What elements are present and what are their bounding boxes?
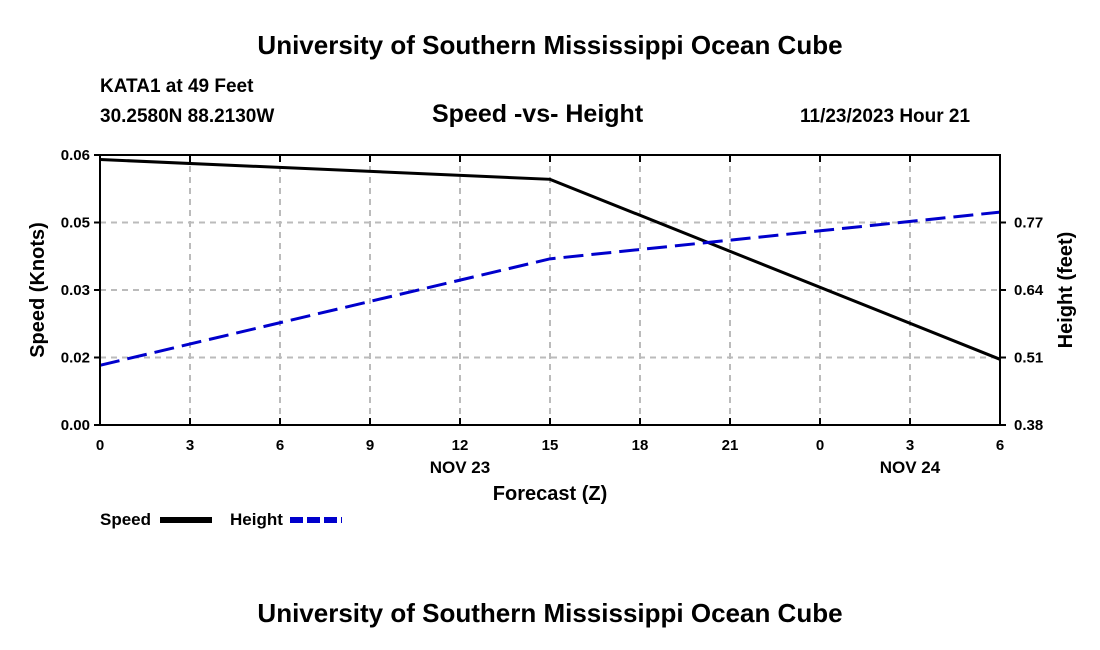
series-line-height	[99, 210, 1001, 367]
y2-axis-title: Height (feet)	[1055, 232, 1077, 349]
y-tick-label: 0.03	[61, 282, 90, 299]
series-line-speed	[99, 158, 1001, 361]
legend-height-label: Height	[230, 510, 283, 529]
x-tick-label: 15	[542, 437, 559, 454]
chart-title: Speed -vs- Height	[432, 100, 644, 128]
x-tick-label: 3	[186, 437, 194, 454]
station-coordinates: 30.2580N 88.2130W	[100, 106, 275, 127]
y-tick-label: 0.02	[61, 350, 90, 367]
y-tick-label: 0.05	[61, 215, 90, 232]
y2-tick-label: 0.77	[1014, 215, 1043, 232]
x-tick-label: 18	[632, 437, 649, 454]
x-tick-label: 3	[906, 437, 914, 454]
legend: Speed Height	[100, 510, 342, 529]
x-tick-label: 6	[996, 437, 1004, 454]
x-tick-label: 21	[722, 437, 739, 454]
x-tick-label: 0	[96, 437, 104, 454]
station-label: KATA1 at 49 Feet	[100, 76, 254, 97]
y-tick-label: 0.06	[61, 147, 90, 164]
series-lines	[99, 158, 1001, 367]
x-tick-label: 12	[452, 437, 469, 454]
page-title: University of Southern Mississippi Ocean…	[257, 30, 843, 60]
y-tick-label: 0.00	[61, 417, 90, 434]
x-tick-label: 9	[366, 437, 374, 454]
y2-tick-label: 0.51	[1014, 350, 1043, 367]
x-date-label: NOV 24	[880, 458, 941, 477]
y-axis-title: Speed (Knots)	[27, 222, 49, 358]
x-tick-label: 6	[276, 437, 284, 454]
forecast-datetime: 11/23/2023 Hour 21	[800, 106, 971, 127]
axis-ticks	[94, 154, 1006, 426]
legend-speed-label: Speed	[100, 510, 151, 529]
x-date-label: NOV 23	[430, 458, 490, 477]
x-tick-label: 0	[816, 437, 824, 454]
footer-title: University of Southern Mississippi Ocean…	[257, 598, 843, 628]
y2-tick-label: 0.38	[1014, 417, 1043, 434]
axis-labels: 0 3 6 9 12 15 18 21 0 3 6 NOV 23 NOV 24 0.00 0.02 0.03 0…	[61, 147, 1044, 477]
y2-tick-label: 0.64	[1014, 282, 1044, 299]
x-axis-title: Forecast (Z)	[493, 483, 607, 505]
grid-lines	[100, 155, 1000, 425]
